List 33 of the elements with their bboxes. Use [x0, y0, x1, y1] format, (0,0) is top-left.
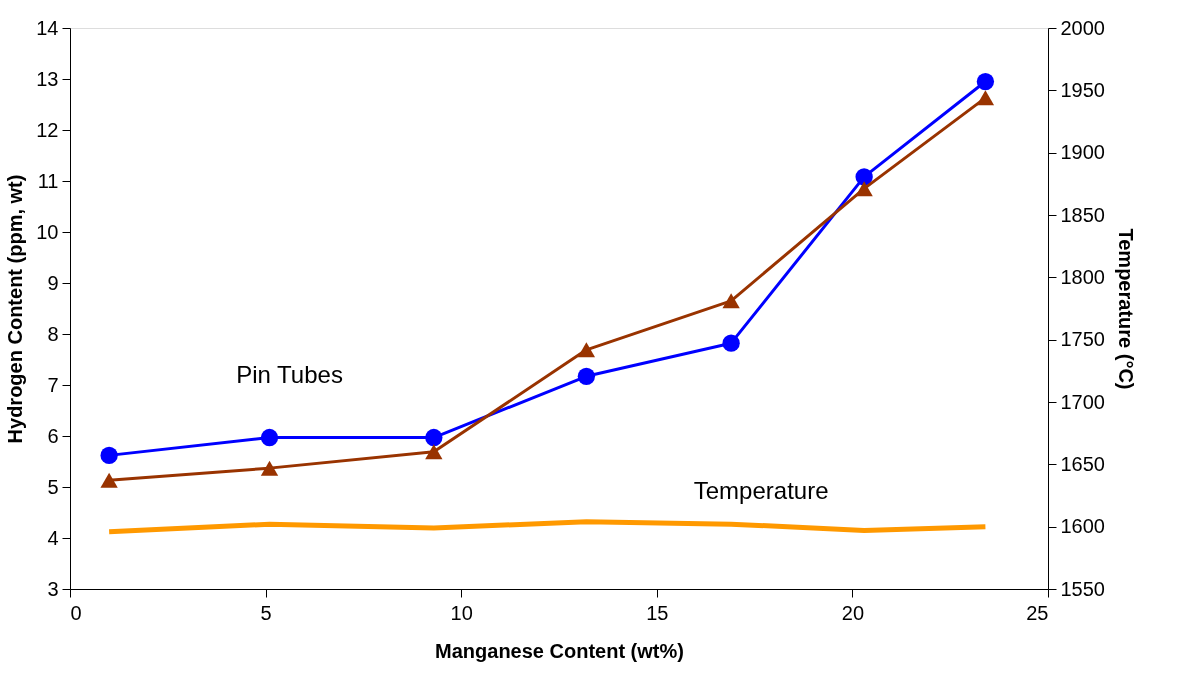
x-axis-title: Manganese Content (wt%): [435, 639, 684, 662]
y-tick-label: 11: [37, 169, 59, 192]
y-tick-label: 3: [47, 577, 59, 600]
text: Pin Tubes: [236, 360, 343, 388]
y-axis-title: Hydrogen Content (ppm, wt): [4, 174, 27, 444]
y2-tick-label: 1800: [1060, 265, 1105, 288]
series-label: Temperature: [693, 477, 829, 505]
y-tick-label: 14: [36, 16, 59, 39]
y-tick-label: 9: [47, 271, 59, 294]
y2-tick-label: 1650: [1060, 452, 1105, 475]
y2-tick-label: 1900: [1060, 141, 1105, 164]
x-tick-label: 25: [1026, 601, 1049, 624]
x-tick-label: 10: [450, 601, 473, 624]
y-tick-label: 4: [47, 526, 59, 549]
y-tick-label: 10: [36, 220, 59, 243]
y-tick-label: 8: [47, 322, 59, 345]
x-tick-label: 0: [70, 601, 82, 624]
y-tick-label: 6: [47, 424, 59, 447]
y2-tick-label: 1850: [1060, 203, 1105, 226]
y2-tick-label: 1750: [1060, 328, 1105, 351]
y2-tick-label: 1550: [1060, 577, 1105, 600]
x-tick-label: 5: [260, 601, 272, 624]
y2-tick-label: 1950: [1060, 78, 1105, 101]
y-tick-label: 7: [47, 373, 59, 396]
y-tick-label: 12: [36, 118, 59, 141]
y2-tick-label: 2000: [1060, 16, 1105, 39]
y-tick-label: 5: [47, 475, 59, 498]
x-tick-label: 20: [841, 601, 865, 624]
y2-axis-title: Temperature (°C): [1114, 228, 1137, 390]
y-tick-label: 13: [36, 67, 59, 90]
y2-tick-label: 1600: [1060, 515, 1105, 538]
x-tick-label: 15: [646, 601, 669, 624]
y2-tick-label: 1700: [1060, 390, 1105, 413]
